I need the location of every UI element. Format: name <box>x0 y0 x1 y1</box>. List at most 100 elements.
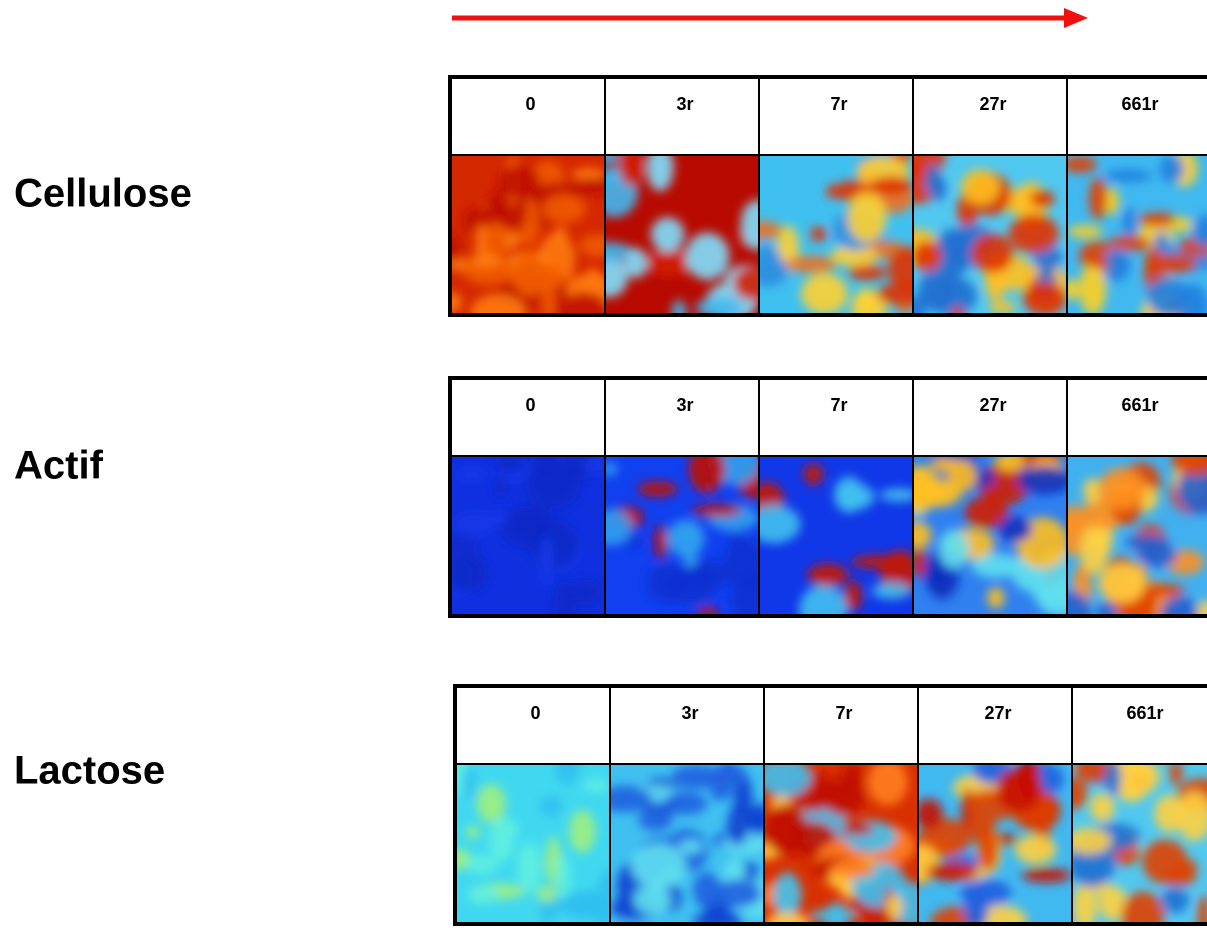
heatmap-blob <box>671 764 721 790</box>
heatmap-blob <box>730 529 743 555</box>
heatmap-blob <box>536 885 558 903</box>
heatmap-blob <box>1067 518 1092 531</box>
heatmap-blob <box>834 476 864 513</box>
heatmap-blob <box>605 155 621 164</box>
heatmap-blob <box>1021 867 1072 883</box>
heatmap-blob <box>1137 212 1178 227</box>
heatmap-blob <box>471 253 502 269</box>
column-header: 661r <box>1126 703 1163 723</box>
heatmap-blob <box>964 888 989 924</box>
heatmap-blob <box>517 841 542 893</box>
heatmap-blobs <box>605 456 759 616</box>
heatmap-blob <box>938 529 970 569</box>
panel-row: 0 3r 7r 27r 661r <box>448 376 1207 618</box>
heatmap-blob <box>727 805 748 846</box>
heatmap-blobs <box>605 155 759 315</box>
heatmap-blob <box>871 582 911 600</box>
heatmap-blob <box>1176 791 1207 841</box>
heatmap-image <box>1072 764 1207 924</box>
heatmap-blob <box>539 795 564 818</box>
heatmap-blob <box>1161 886 1190 914</box>
heatmap-blob <box>450 292 463 313</box>
heatmap-blobs <box>764 764 918 924</box>
heatmap-blob <box>913 547 926 578</box>
heatmap-blob <box>1105 764 1122 797</box>
heatmap-blob <box>847 191 887 243</box>
heatmap-blob <box>624 247 648 279</box>
heatmap-blob <box>695 297 742 315</box>
heatmap-blobs <box>1072 764 1207 924</box>
heatmap-blob <box>465 825 481 839</box>
heatmap-blob <box>1138 543 1177 568</box>
heatmap-blob <box>556 292 605 315</box>
heatmap-blob <box>1029 190 1056 208</box>
heatmap-blob <box>1192 214 1207 248</box>
heatmap-blob <box>671 299 687 315</box>
heatmap-blob <box>1079 525 1109 574</box>
heatmap-blob <box>975 905 1027 924</box>
heatmap-image <box>605 155 759 315</box>
column-header: 27r <box>984 703 1011 723</box>
heatmap-blob <box>571 167 605 180</box>
heatmap-blob <box>732 265 759 301</box>
heatmap-blobs <box>918 764 1072 924</box>
heatmap-blob <box>495 456 526 473</box>
heatmap-blob <box>466 854 498 875</box>
heatmap-blob <box>1169 764 1183 786</box>
column-header: 27r <box>979 94 1006 114</box>
heatmap-blob <box>583 779 610 792</box>
heatmap-blobs <box>759 155 913 315</box>
heatmap-blob <box>450 552 488 592</box>
heatmap-image <box>455 764 610 924</box>
heatmap-blob <box>960 169 1000 205</box>
heatmap-blob <box>1072 777 1088 810</box>
heatmap-blob <box>759 504 801 544</box>
column-header: 7r <box>830 94 847 114</box>
arrow-head <box>1064 8 1088 28</box>
heatmap-blob <box>867 764 908 806</box>
column-header: 0 <box>525 94 535 114</box>
heatmap-blob <box>663 791 708 815</box>
heatmap-blob <box>553 580 576 616</box>
heatmap-blob <box>1014 834 1057 865</box>
heatmap-image <box>450 456 605 616</box>
heatmap-blob <box>1067 278 1080 301</box>
heatmap-blob <box>918 798 944 830</box>
heatmap-blob <box>1196 600 1207 616</box>
heatmap-blob <box>913 241 942 272</box>
row-label: Actif <box>14 444 104 488</box>
heatmap-blob <box>541 194 586 224</box>
heatmap-blob <box>556 855 571 900</box>
heatmap-blob <box>764 764 812 797</box>
heatmap-blob <box>453 511 496 536</box>
heatmap-blob <box>1088 177 1108 220</box>
heatmap-blob <box>1037 584 1067 616</box>
heatmap-blob <box>1067 590 1092 616</box>
heatmap-blob <box>887 246 913 291</box>
heatmap-blob <box>1170 217 1193 232</box>
heatmap-blob <box>829 859 876 878</box>
heatmap-blob <box>1112 764 1152 803</box>
heatmap-blob <box>646 155 674 192</box>
heatmap-blob <box>971 553 1020 579</box>
heatmap-blob <box>713 879 762 908</box>
heatmap-blob <box>926 862 979 882</box>
heatmap-blob <box>571 579 602 606</box>
heatmap-image <box>610 764 764 924</box>
heatmap-blob <box>943 232 981 270</box>
heatmap-blob <box>476 783 506 824</box>
heatmap-blob <box>1103 169 1153 183</box>
heatmap-blob <box>688 456 726 494</box>
heatmap-blob <box>830 244 879 267</box>
heatmap-blob <box>1074 764 1113 783</box>
row-label: Lactose <box>14 749 165 793</box>
column-header: 27r <box>979 395 1006 415</box>
heatmap-blob <box>569 810 596 853</box>
panel-row: 0 3r 7r 27r 661r <box>448 75 1207 317</box>
heatmap-blob <box>977 826 999 871</box>
heatmap-blob <box>1109 235 1151 252</box>
heatmap-blobs <box>450 456 605 616</box>
heatmap-blob <box>851 555 906 569</box>
heatmap-image <box>759 456 913 616</box>
heatmap-blob <box>1147 254 1198 274</box>
